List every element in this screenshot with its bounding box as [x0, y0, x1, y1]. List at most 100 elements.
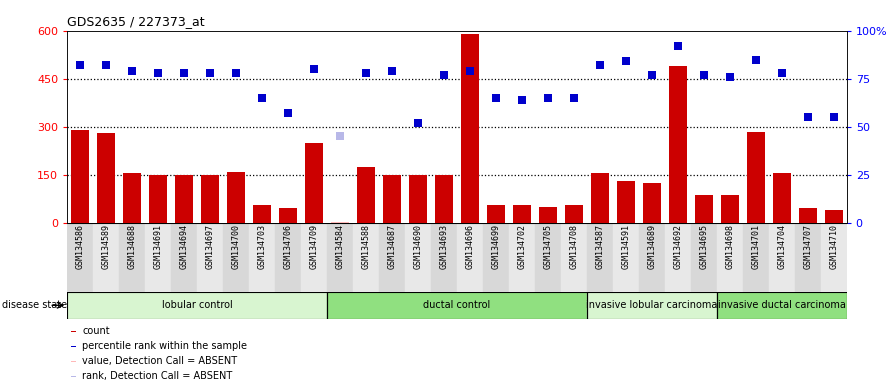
FancyBboxPatch shape: [71, 361, 76, 362]
Text: count: count: [82, 326, 109, 336]
Text: lobular control: lobular control: [162, 300, 232, 310]
Text: GSM134690: GSM134690: [413, 224, 423, 269]
Point: [436, 72, 451, 78]
Point: [384, 68, 399, 74]
Text: GSM134710: GSM134710: [829, 224, 839, 269]
Text: GSM134589: GSM134589: [101, 224, 111, 269]
Text: GSM134693: GSM134693: [439, 224, 449, 269]
Bar: [279, 208, 297, 223]
Bar: [616, 181, 635, 223]
Bar: [769, 223, 795, 292]
Bar: [327, 223, 353, 292]
Text: percentile rank within the sample: percentile rank within the sample: [82, 341, 247, 351]
Bar: [301, 223, 327, 292]
Bar: [642, 183, 661, 223]
Bar: [97, 133, 116, 223]
Text: invasive ductal carcinoma: invasive ductal carcinoma: [718, 300, 846, 310]
Bar: [253, 205, 271, 223]
Text: GSM134587: GSM134587: [595, 224, 605, 269]
Bar: [691, 223, 717, 292]
Bar: [717, 223, 743, 292]
Text: GSM134692: GSM134692: [673, 224, 683, 269]
Point: [177, 70, 191, 76]
Text: GSM134687: GSM134687: [387, 224, 397, 269]
Bar: [513, 205, 531, 223]
Point: [670, 43, 685, 49]
Text: GSM134707: GSM134707: [803, 224, 813, 269]
Text: GSM134709: GSM134709: [309, 224, 319, 269]
Bar: [223, 223, 249, 292]
Bar: [119, 223, 145, 292]
Text: GSM134698: GSM134698: [725, 224, 735, 269]
Point: [644, 72, 659, 78]
FancyBboxPatch shape: [71, 346, 76, 347]
FancyBboxPatch shape: [71, 376, 76, 377]
Bar: [772, 173, 791, 223]
Point: [488, 95, 503, 101]
Point: [280, 110, 295, 116]
Point: [332, 133, 347, 139]
Text: GSM134703: GSM134703: [257, 224, 267, 269]
Point: [618, 58, 633, 65]
Bar: [379, 223, 405, 292]
Bar: [483, 223, 509, 292]
Bar: [538, 207, 557, 223]
Bar: [587, 292, 717, 319]
Bar: [798, 208, 817, 223]
Bar: [720, 195, 739, 223]
Text: GSM134591: GSM134591: [621, 224, 631, 269]
FancyBboxPatch shape: [71, 331, 76, 332]
Bar: [171, 223, 197, 292]
Bar: [227, 172, 246, 223]
Bar: [487, 205, 505, 223]
Bar: [457, 223, 483, 292]
Point: [462, 68, 477, 74]
Text: GSM134696: GSM134696: [465, 224, 475, 269]
Text: GSM134700: GSM134700: [231, 224, 241, 269]
Text: GSM134706: GSM134706: [283, 224, 293, 269]
Bar: [353, 223, 379, 292]
Bar: [331, 222, 349, 223]
Text: GSM134702: GSM134702: [517, 224, 527, 269]
Text: GSM134704: GSM134704: [777, 224, 787, 269]
Point: [748, 56, 762, 63]
Point: [73, 62, 88, 68]
Text: GDS2635 / 227373_at: GDS2635 / 227373_at: [67, 15, 205, 28]
Bar: [590, 173, 609, 223]
Text: GSM134708: GSM134708: [569, 224, 579, 269]
Bar: [613, 223, 639, 292]
Bar: [405, 223, 431, 292]
Bar: [665, 223, 691, 292]
Text: value, Detection Call = ABSENT: value, Detection Call = ABSENT: [82, 356, 237, 366]
Bar: [639, 223, 665, 292]
Point: [722, 74, 737, 80]
Text: invasive lobular carcinoma: invasive lobular carcinoma: [586, 300, 718, 310]
Text: GSM134688: GSM134688: [127, 224, 137, 269]
Bar: [123, 173, 142, 223]
Bar: [746, 131, 765, 223]
Bar: [564, 205, 583, 223]
Bar: [587, 223, 613, 292]
Point: [410, 120, 425, 126]
Bar: [821, 223, 847, 292]
Point: [125, 68, 140, 74]
Bar: [694, 195, 713, 223]
Text: rank, Detection Call = ABSENT: rank, Detection Call = ABSENT: [82, 371, 232, 381]
Bar: [357, 167, 375, 223]
Bar: [461, 34, 479, 223]
Text: GSM134691: GSM134691: [153, 224, 163, 269]
Bar: [305, 143, 323, 223]
Bar: [275, 223, 301, 292]
Bar: [67, 223, 93, 292]
Point: [592, 62, 607, 68]
Text: GSM134584: GSM134584: [335, 224, 345, 269]
Bar: [67, 292, 327, 319]
Point: [306, 66, 321, 72]
Point: [826, 114, 840, 120]
Point: [254, 95, 269, 101]
Bar: [668, 66, 687, 223]
Bar: [435, 175, 453, 223]
Text: GSM134694: GSM134694: [179, 224, 189, 269]
Bar: [145, 223, 171, 292]
Bar: [824, 210, 843, 223]
